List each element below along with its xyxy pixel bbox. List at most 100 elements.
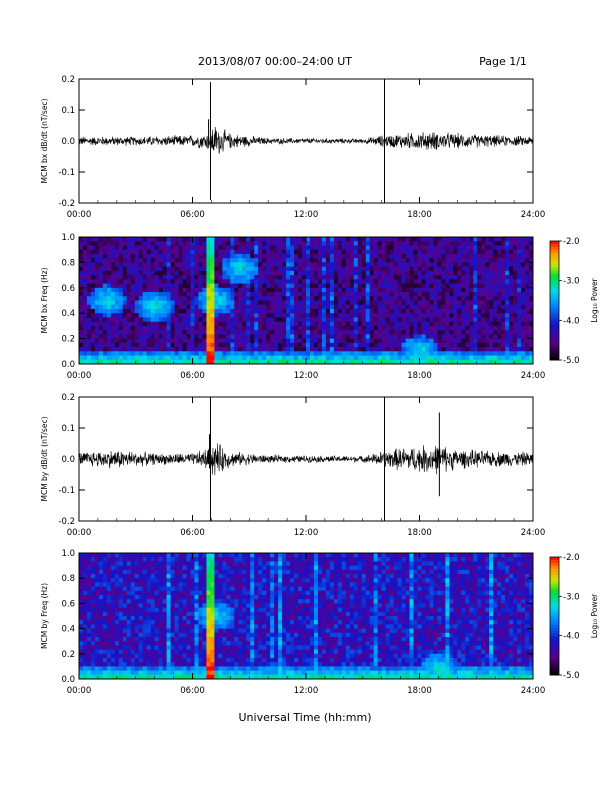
heatmap-cell bbox=[98, 590, 104, 596]
heatmap-cell bbox=[198, 266, 203, 272]
heatmap-cell bbox=[98, 557, 104, 562]
heatmap-cell bbox=[118, 253, 124, 259]
heatmap-cell bbox=[126, 595, 132, 600]
heatmap-cell bbox=[317, 283, 323, 289]
heatmap-cell bbox=[98, 359, 104, 365]
heatmap-cell bbox=[465, 245, 470, 251]
heatmap-cell bbox=[174, 237, 179, 242]
heatmap-cell bbox=[170, 662, 175, 667]
heatmap-cell bbox=[214, 574, 219, 579]
heatmap-cell bbox=[154, 611, 160, 617]
heatmap-cell bbox=[401, 351, 406, 356]
heatmap-cell bbox=[345, 270, 351, 276]
heatmap-cell bbox=[238, 270, 243, 276]
heatmap-cell bbox=[254, 304, 259, 310]
heatmap-cell bbox=[182, 245, 187, 251]
heatmap-cell bbox=[369, 325, 375, 331]
heatmap-cell bbox=[429, 253, 434, 259]
heatmap-cell bbox=[114, 611, 120, 617]
heatmap-cell bbox=[142, 338, 148, 344]
heatmap-cell bbox=[365, 283, 371, 289]
heatmap-cell bbox=[306, 317, 311, 323]
heatmap-cell bbox=[134, 565, 140, 571]
heatmap-cell bbox=[138, 262, 144, 268]
heatmap-cell bbox=[317, 275, 323, 280]
heatmap-cell bbox=[250, 645, 255, 650]
heatmap-cell bbox=[242, 658, 247, 663]
heatmap-cell bbox=[94, 347, 100, 352]
heatmap-cell bbox=[98, 641, 104, 646]
heatmap-cell bbox=[349, 338, 355, 344]
heatmap-cell bbox=[341, 253, 347, 259]
heatmap-cell bbox=[194, 321, 199, 327]
heatmap-cell bbox=[182, 355, 187, 361]
heatmap-cell bbox=[250, 325, 255, 331]
heatmap-cell bbox=[365, 334, 371, 339]
heatmap-cell bbox=[190, 258, 195, 263]
heatmap-cell bbox=[162, 245, 168, 251]
heatmap-cell bbox=[365, 275, 371, 280]
heatmap-cell bbox=[190, 561, 195, 566]
heatmap-cell bbox=[222, 658, 227, 663]
heatmap-cell bbox=[441, 342, 446, 348]
heatmap-cell bbox=[79, 641, 84, 646]
heatmap-cell bbox=[210, 275, 215, 280]
heatmap-cell bbox=[294, 283, 299, 289]
heatmap-cell bbox=[158, 292, 164, 297]
heatmap-cell bbox=[513, 325, 518, 331]
heatmap-cell bbox=[417, 258, 422, 263]
heatmap-cell bbox=[218, 603, 223, 608]
heatmap-cell bbox=[82, 586, 88, 592]
heatmap-cell bbox=[266, 266, 271, 272]
heatmap-cell bbox=[202, 578, 207, 583]
heatmap-cell bbox=[377, 304, 383, 310]
heatmap-cell bbox=[90, 338, 96, 344]
heatmap-cell bbox=[337, 270, 343, 276]
heatmap-cell bbox=[174, 658, 179, 663]
heatmap-cell bbox=[134, 590, 140, 596]
heatmap-cell bbox=[190, 321, 195, 327]
heatmap-cell bbox=[278, 245, 283, 251]
heatmap-cell bbox=[405, 266, 410, 272]
heatmap-cell bbox=[214, 313, 219, 318]
heatmap-cell bbox=[481, 258, 486, 263]
heatmap-cell bbox=[150, 624, 156, 629]
heatmap-cell bbox=[194, 582, 199, 587]
heatmap-cell bbox=[114, 582, 120, 587]
heatmap-cell bbox=[230, 279, 235, 284]
heatmap-cell bbox=[102, 283, 108, 289]
heatmap-cell bbox=[449, 266, 454, 272]
heatmap-cell bbox=[445, 241, 450, 246]
heatmap-cell bbox=[529, 279, 534, 284]
heatmap-cell bbox=[337, 321, 343, 327]
heatmap-cell bbox=[258, 347, 263, 352]
heatmap-cell bbox=[449, 283, 454, 289]
heatmap-cell bbox=[481, 292, 486, 297]
heatmap-cell bbox=[94, 603, 100, 608]
heatmap-cell bbox=[202, 582, 207, 587]
heatmap-cell bbox=[202, 308, 207, 314]
heatmap-cell bbox=[90, 674, 96, 680]
heatmap-cell bbox=[106, 645, 112, 650]
heatmap-cell bbox=[250, 313, 255, 318]
heatmap-cell bbox=[409, 253, 414, 259]
heatmap-cell bbox=[178, 300, 183, 306]
heatmap-cell bbox=[421, 321, 426, 327]
heatmap-cell bbox=[90, 662, 96, 667]
heatmap-cell bbox=[170, 670, 175, 676]
heatmap-cell bbox=[126, 283, 132, 289]
heatmap-cell bbox=[98, 249, 104, 255]
heatmap-cell bbox=[337, 347, 343, 352]
heatmap-cell bbox=[497, 355, 502, 361]
heatmap-cell bbox=[246, 237, 251, 242]
heatmap-cell bbox=[262, 249, 267, 255]
heatmap-cell bbox=[222, 287, 227, 293]
heatmap-cell bbox=[238, 266, 243, 272]
heatmap-cell bbox=[222, 359, 227, 365]
heatmap-cell bbox=[178, 641, 183, 646]
heatmap-cell bbox=[214, 237, 219, 242]
heatmap-cell bbox=[345, 330, 351, 335]
heatmap-cell bbox=[365, 241, 371, 246]
heatmap-cell bbox=[182, 237, 187, 242]
heatmap-cell bbox=[341, 300, 347, 306]
